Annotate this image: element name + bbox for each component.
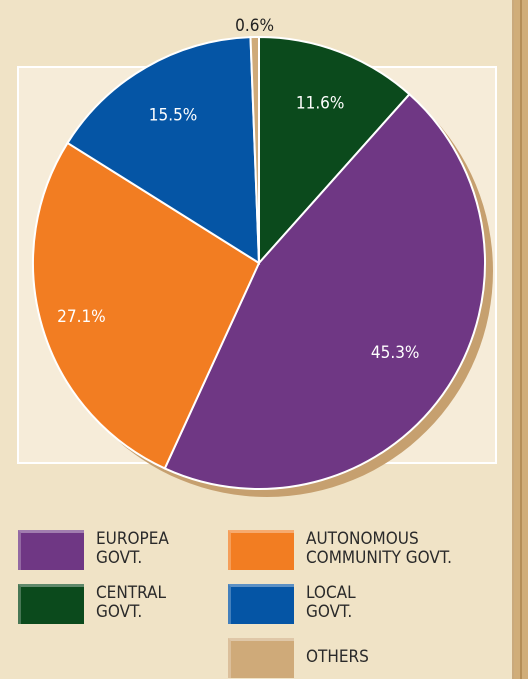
legend: EUROPEA GOVT. AUTONOMOUS COMMUNITY GOVT.… xyxy=(0,520,514,679)
legend-label-local: LOCAL GOVT. xyxy=(306,583,356,622)
pie-label-4: 0.6% xyxy=(235,16,274,36)
legend-label-europea: EUROPEA GOVT. xyxy=(96,529,169,568)
legend-item-europea: EUROPEA GOVT. xyxy=(18,530,169,570)
legend-item-local: LOCAL GOVT. xyxy=(228,584,356,624)
pie-label-2: 27.1% xyxy=(57,307,106,327)
pie-slice-autonomous-community-govt xyxy=(32,141,261,470)
pie-label-0: 11.6% xyxy=(296,93,345,113)
legend-swatch-central xyxy=(18,584,84,624)
pie-slice-labels: 11.6% 45.3% 27.1% 15.5% 0.6% xyxy=(57,16,419,363)
pie-label-3: 15.5% xyxy=(149,105,198,125)
pie-slice-central-govt xyxy=(258,35,411,266)
pie-slice-europea-govt xyxy=(163,92,486,490)
pie-chart: 11.6% 45.3% 27.1% 15.5% 0.6% xyxy=(17,16,497,497)
legend-label-central: CENTRAL GOVT. xyxy=(96,583,167,622)
pie-slices xyxy=(32,35,486,490)
legend-swatch-others xyxy=(228,638,294,678)
legend-item-autonomous: AUTONOMOUS COMMUNITY GOVT. xyxy=(228,530,452,570)
pie-slice-local-govt xyxy=(66,36,261,265)
legend-label-autonomous: AUTONOMOUS COMMUNITY GOVT. xyxy=(306,529,453,568)
legend-item-others: OTHERS xyxy=(228,638,369,678)
legend-swatch-europea xyxy=(18,530,84,570)
legend-swatch-local xyxy=(228,584,294,624)
legend-swatch-autonomous xyxy=(228,530,294,570)
legend-label-others: OTHERS xyxy=(306,647,369,667)
decorative-side-line xyxy=(520,0,522,679)
legend-item-central: CENTRAL GOVT. xyxy=(18,584,166,624)
pie-slice-others xyxy=(249,35,260,264)
pie-label-1: 45.3% xyxy=(371,343,420,363)
